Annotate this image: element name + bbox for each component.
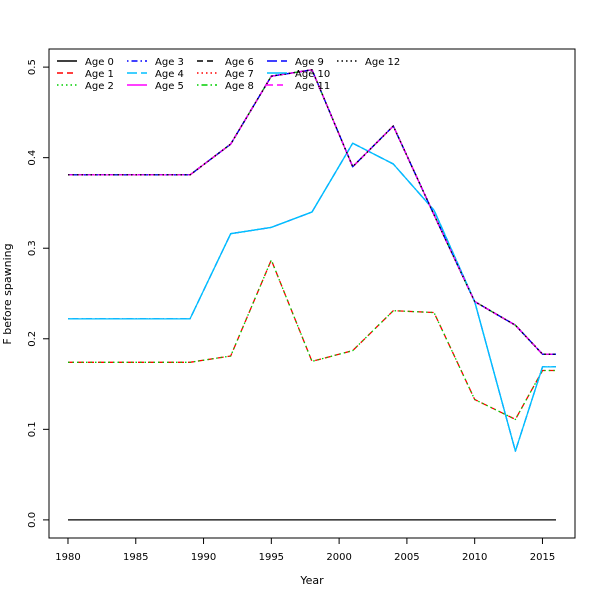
- x-tick-label: 2015: [530, 552, 555, 563]
- y-axis: 0.0 0.1 0.2 0.3 0.4 0.5: [27, 59, 49, 528]
- legend-label: Age 4: [155, 69, 184, 80]
- legend-label: Age 1: [85, 69, 114, 80]
- y-axis-label: F before spawning: [1, 243, 14, 344]
- x-tick-label: 2010: [462, 552, 487, 563]
- legend-label: Age 2: [85, 81, 114, 92]
- x-axis-label: Year: [299, 574, 324, 587]
- legend-label: Age 11: [295, 81, 330, 92]
- x-tick-label: 1995: [259, 552, 284, 563]
- series-line-age-12: [68, 69, 556, 355]
- series-line-age-10: [68, 142, 556, 452]
- x-tick-label: 1985: [123, 552, 148, 563]
- x-tick-label: 1990: [191, 552, 216, 563]
- y-tick-label: 0.2: [27, 331, 38, 347]
- legend-label: Age 9: [295, 57, 324, 68]
- y-tick-label: 0.5: [27, 59, 38, 75]
- legend-label: Age 5: [155, 81, 184, 92]
- y-tick-label: 0.1: [27, 421, 38, 437]
- legend-label: Age 6: [225, 57, 254, 68]
- y-tick-label: 0.3: [27, 240, 38, 256]
- y-tick-label: 0.0: [27, 512, 38, 528]
- legend-label: Age 7: [225, 69, 254, 80]
- x-tick-label: 2005: [394, 552, 419, 563]
- legend-label: Age 12: [365, 57, 400, 68]
- series-line-age-2: [68, 259, 556, 421]
- legend-label: Age 0: [85, 57, 114, 68]
- x-axis: 1980 1985 1990 1995 2000 2005 2010 2015: [55, 538, 555, 563]
- plot-frame: [48, 48, 576, 539]
- series-layer: [68, 69, 556, 521]
- x-tick-label: 1980: [55, 552, 80, 563]
- legend-label: Age 10: [295, 69, 330, 80]
- legend-label: Age 8: [225, 81, 254, 92]
- y-tick-label: 0.4: [27, 150, 38, 166]
- legend-label: Age 3: [155, 57, 184, 68]
- x-tick-label: 2000: [326, 552, 351, 563]
